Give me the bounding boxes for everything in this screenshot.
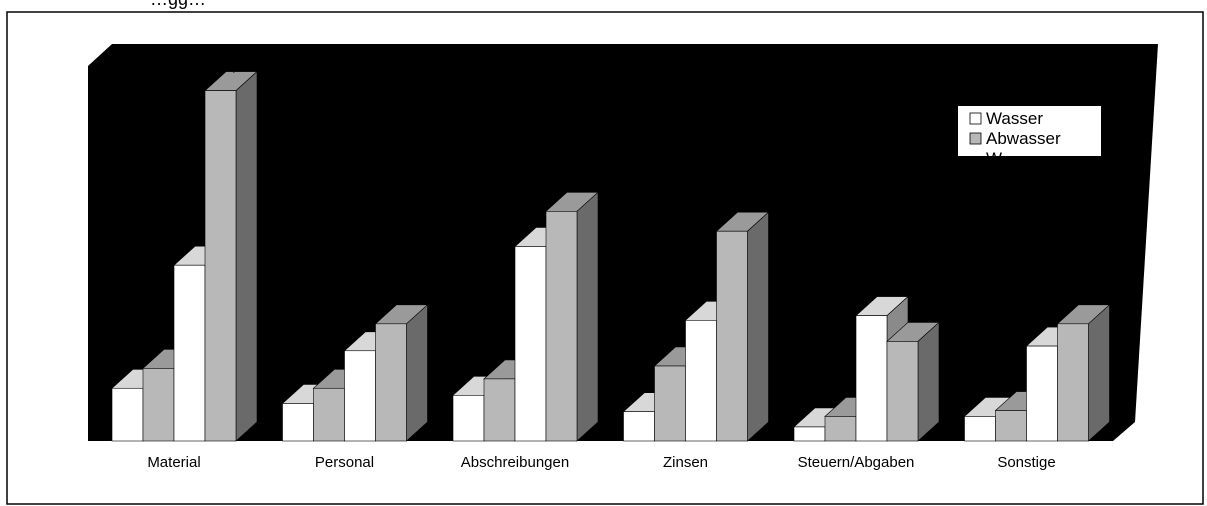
bar-group-1 (281, 304, 429, 442)
bar (375, 323, 407, 442)
category-axis: Material Personal Abschreibungen Zinsen Steu… (147, 454, 1055, 471)
bar-group-2 (452, 191, 599, 442)
bar (344, 350, 376, 442)
bar-group-4 (793, 295, 940, 442)
bar (716, 230, 748, 442)
category-label: Zinsen (663, 454, 708, 471)
bar (964, 416, 996, 442)
chart-border (6, 11, 1204, 505)
data-label: 2,99 (221, 55, 256, 75)
bar-group-0 (111, 70, 258, 442)
category-label: Material (147, 454, 200, 471)
chart-title: …gg… (150, 0, 206, 9)
bar (886, 341, 919, 442)
data-label: 6 (1086, 288, 1096, 308)
bar (142, 368, 175, 442)
legend: WasserAbwasserW (958, 106, 1101, 170)
bar (654, 365, 686, 442)
bar-group-3 (622, 211, 770, 442)
bar-side (1088, 304, 1110, 442)
bar-side (406, 304, 428, 442)
bar (282, 403, 314, 442)
bar-group-5 (963, 304, 1111, 442)
legend-label: Wasser (986, 109, 1043, 128)
bar (855, 315, 888, 442)
bar-side (747, 211, 769, 442)
bar (793, 426, 826, 442)
data-labels: 2,99 6 (221, 55, 1096, 308)
bar (204, 90, 237, 442)
bars-layer (111, 70, 1111, 442)
bar-side (917, 321, 940, 442)
bar-side (576, 191, 599, 442)
bar (173, 264, 206, 442)
legend-box (958, 106, 1101, 156)
bar (452, 394, 485, 442)
bar (313, 387, 345, 442)
legend-swatch (969, 132, 982, 145)
category-label: Sonstige (997, 454, 1055, 471)
bar (514, 246, 547, 442)
category-label: Abschreibungen (461, 454, 569, 471)
legend-label: Abwasser (986, 129, 1061, 148)
bar-side (235, 70, 258, 442)
category-label: Steuern/Abgaben (798, 454, 915, 471)
bar (483, 378, 516, 442)
bar (995, 410, 1027, 442)
bar (1057, 323, 1089, 442)
bar (111, 387, 144, 442)
legend-clip (958, 156, 1101, 170)
bar (545, 211, 578, 442)
bar (623, 411, 655, 442)
category-label: Personal (315, 454, 374, 471)
bar (824, 416, 857, 442)
bar (1026, 345, 1058, 442)
legend-swatch (969, 112, 982, 125)
bar (685, 319, 717, 442)
